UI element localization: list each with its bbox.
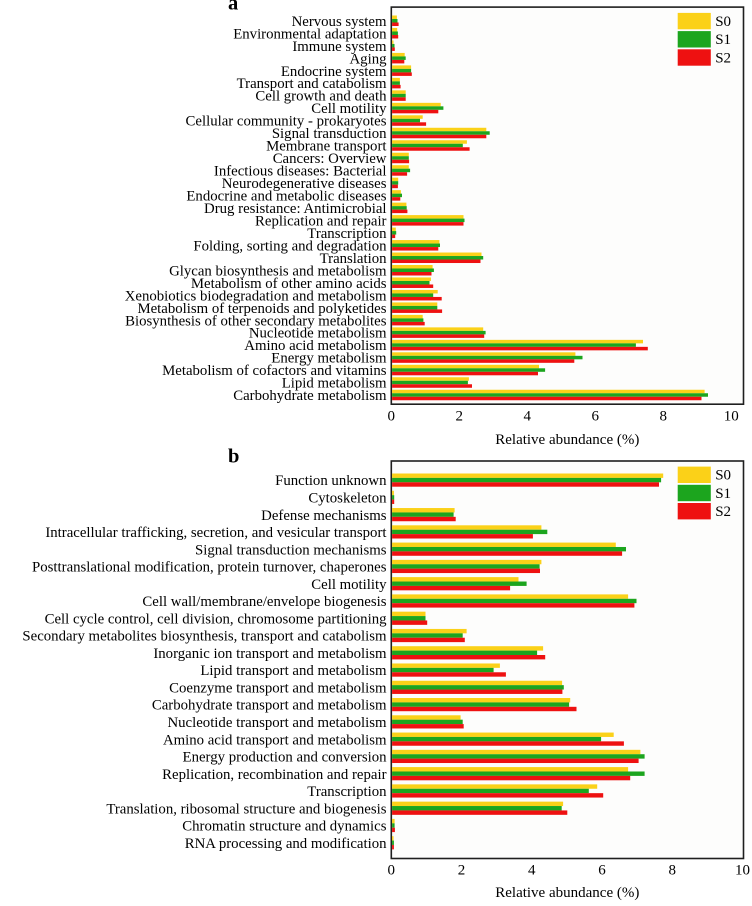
svg-text:S2: S2: [715, 50, 731, 66]
svg-text:Replication, recombination and: Replication, recombination and repair: [162, 767, 386, 783]
svg-text:6: 6: [598, 863, 606, 879]
svg-text:Posttranslational modification: Posttranslational modification, protein …: [32, 560, 387, 576]
svg-text:Cytoskeleton: Cytoskeleton: [308, 490, 387, 506]
svg-text:Glycan biosynthesis and metabo: Glycan biosynthesis and metabolism: [169, 263, 387, 279]
svg-text:a: a: [228, 0, 238, 15]
svg-text:Translation: Translation: [320, 251, 387, 267]
svg-text:Metabolism of cofactors and vi: Metabolism of cofactors and vitamins: [162, 363, 387, 379]
svg-text:Amino acid metabolism: Amino acid metabolism: [244, 338, 387, 354]
svg-text:2: 2: [458, 863, 466, 879]
svg-text:Cell wall/membrane/envelope bi: Cell wall/membrane/envelope biogenesis: [142, 594, 386, 610]
svg-text:Endocrine system: Endocrine system: [281, 64, 387, 80]
svg-text:8: 8: [669, 863, 677, 879]
svg-text:Metabolism of terpenoids and p: Metabolism of terpenoids and polyketides: [137, 301, 386, 317]
svg-text:Cell growth and death: Cell growth and death: [255, 89, 387, 105]
svg-text:Environmental adaptation: Environmental adaptation: [233, 26, 387, 42]
svg-text:Neurodegenerative diseases: Neurodegenerative diseases: [222, 176, 387, 192]
svg-text:Aging: Aging: [350, 51, 388, 67]
svg-text:S0: S0: [715, 14, 731, 30]
svg-text:Translation, ribosomal structu: Translation, ribosomal structure and bio…: [106, 801, 386, 817]
svg-text:Lipid metabolism: Lipid metabolism: [282, 376, 387, 392]
svg-text:b: b: [228, 446, 239, 468]
svg-text:Nervous system: Nervous system: [292, 14, 387, 30]
svg-text:Intracellular trafficking, sec: Intracellular trafficking, secretion, an…: [45, 525, 387, 541]
svg-text:Inorganic ion transport and me: Inorganic ion transport and metabolism: [153, 646, 387, 662]
svg-text:Amino acid transport and metab: Amino acid transport and metabolism: [163, 732, 387, 748]
svg-text:RNA processing and modificatio: RNA processing and modification: [185, 836, 387, 852]
svg-text:Transcription: Transcription: [307, 226, 387, 242]
svg-text:Carbohydrate transport and met: Carbohydrate transport and metabolism: [152, 698, 387, 714]
svg-text:Nucleotide transport and metab: Nucleotide transport and metabolism: [167, 715, 387, 731]
svg-text:4: 4: [524, 409, 532, 425]
svg-text:Metabolism of other amino acid: Metabolism of other amino acids: [191, 276, 387, 292]
svg-text:Signal transduction mechanisms: Signal transduction mechanisms: [195, 542, 387, 558]
svg-text:Transport and catabolism: Transport and catabolism: [237, 76, 387, 92]
svg-text:Cell motility: Cell motility: [311, 101, 387, 117]
svg-text:S1: S1: [715, 486, 731, 502]
svg-text:S2: S2: [715, 504, 731, 520]
svg-text:Lipid transport and metabolism: Lipid transport and metabolism: [200, 663, 387, 679]
svg-text:S1: S1: [715, 32, 731, 48]
svg-text:10: 10: [735, 863, 750, 879]
svg-text:Immune system: Immune system: [292, 39, 387, 55]
svg-text:Folding, sorting and degradati: Folding, sorting and degradation: [193, 238, 387, 254]
svg-text:Replication and repair: Replication and repair: [255, 213, 387, 229]
svg-text:Biosynthesis of other secondar: Biosynthesis of other secondary metaboli…: [125, 313, 387, 329]
svg-text:Defense mechanisms: Defense mechanisms: [261, 508, 387, 524]
svg-text:10: 10: [724, 409, 739, 425]
svg-text:Cell motility: Cell motility: [311, 577, 387, 593]
svg-text:4: 4: [528, 863, 536, 879]
svg-text:0: 0: [388, 409, 396, 425]
svg-text:Xenobiotics biodegradation and: Xenobiotics biodegradation and metabolis…: [125, 288, 387, 304]
svg-text:Cancers: Overview: Cancers: Overview: [273, 151, 387, 167]
svg-text:Signal transduction: Signal transduction: [272, 126, 387, 142]
svg-text:Chromatin structure and dynami: Chromatin structure and dynamics: [182, 819, 386, 835]
svg-text:Coenzyme transport and metabol: Coenzyme transport and metabolism: [169, 680, 387, 696]
svg-text:Infectious diseases: Bacterial: Infectious diseases: Bacterial: [214, 164, 387, 180]
svg-text:Membrane transport: Membrane transport: [266, 139, 387, 155]
svg-text:Carbohydrate metabolism: Carbohydrate metabolism: [233, 388, 387, 404]
svg-text:Relative abundance (%): Relative abundance (%): [495, 432, 639, 448]
svg-text:Nucleotide metabolism: Nucleotide metabolism: [249, 326, 387, 342]
svg-text:Relative abundance (%): Relative abundance (%): [495, 885, 639, 901]
svg-text:Cellular community - prokaryot: Cellular community - prokaryotes: [186, 114, 387, 130]
svg-text:S0: S0: [715, 468, 731, 484]
svg-text:Cell cycle control, cell divis: Cell cycle control, cell division, chrom…: [45, 611, 387, 627]
svg-text:8: 8: [660, 409, 668, 425]
svg-text:Secondary metabolites biosynth: Secondary metabolites biosynthesis, tran…: [22, 629, 387, 645]
svg-text:Drug resistance: Antimicrobial: Drug resistance: Antimicrobial: [204, 201, 386, 217]
svg-text:2: 2: [456, 409, 464, 425]
svg-text:Energy production and conversi: Energy production and conversion: [183, 750, 388, 766]
svg-text:0: 0: [388, 863, 396, 879]
svg-text:6: 6: [592, 409, 600, 425]
svg-text:Function unknown: Function unknown: [275, 473, 387, 489]
svg-text:Transcription: Transcription: [307, 784, 387, 800]
svg-text:Energy metabolism: Energy metabolism: [271, 351, 387, 367]
svg-text:Endocrine and metabolic diseas: Endocrine and metabolic diseases: [186, 189, 386, 205]
